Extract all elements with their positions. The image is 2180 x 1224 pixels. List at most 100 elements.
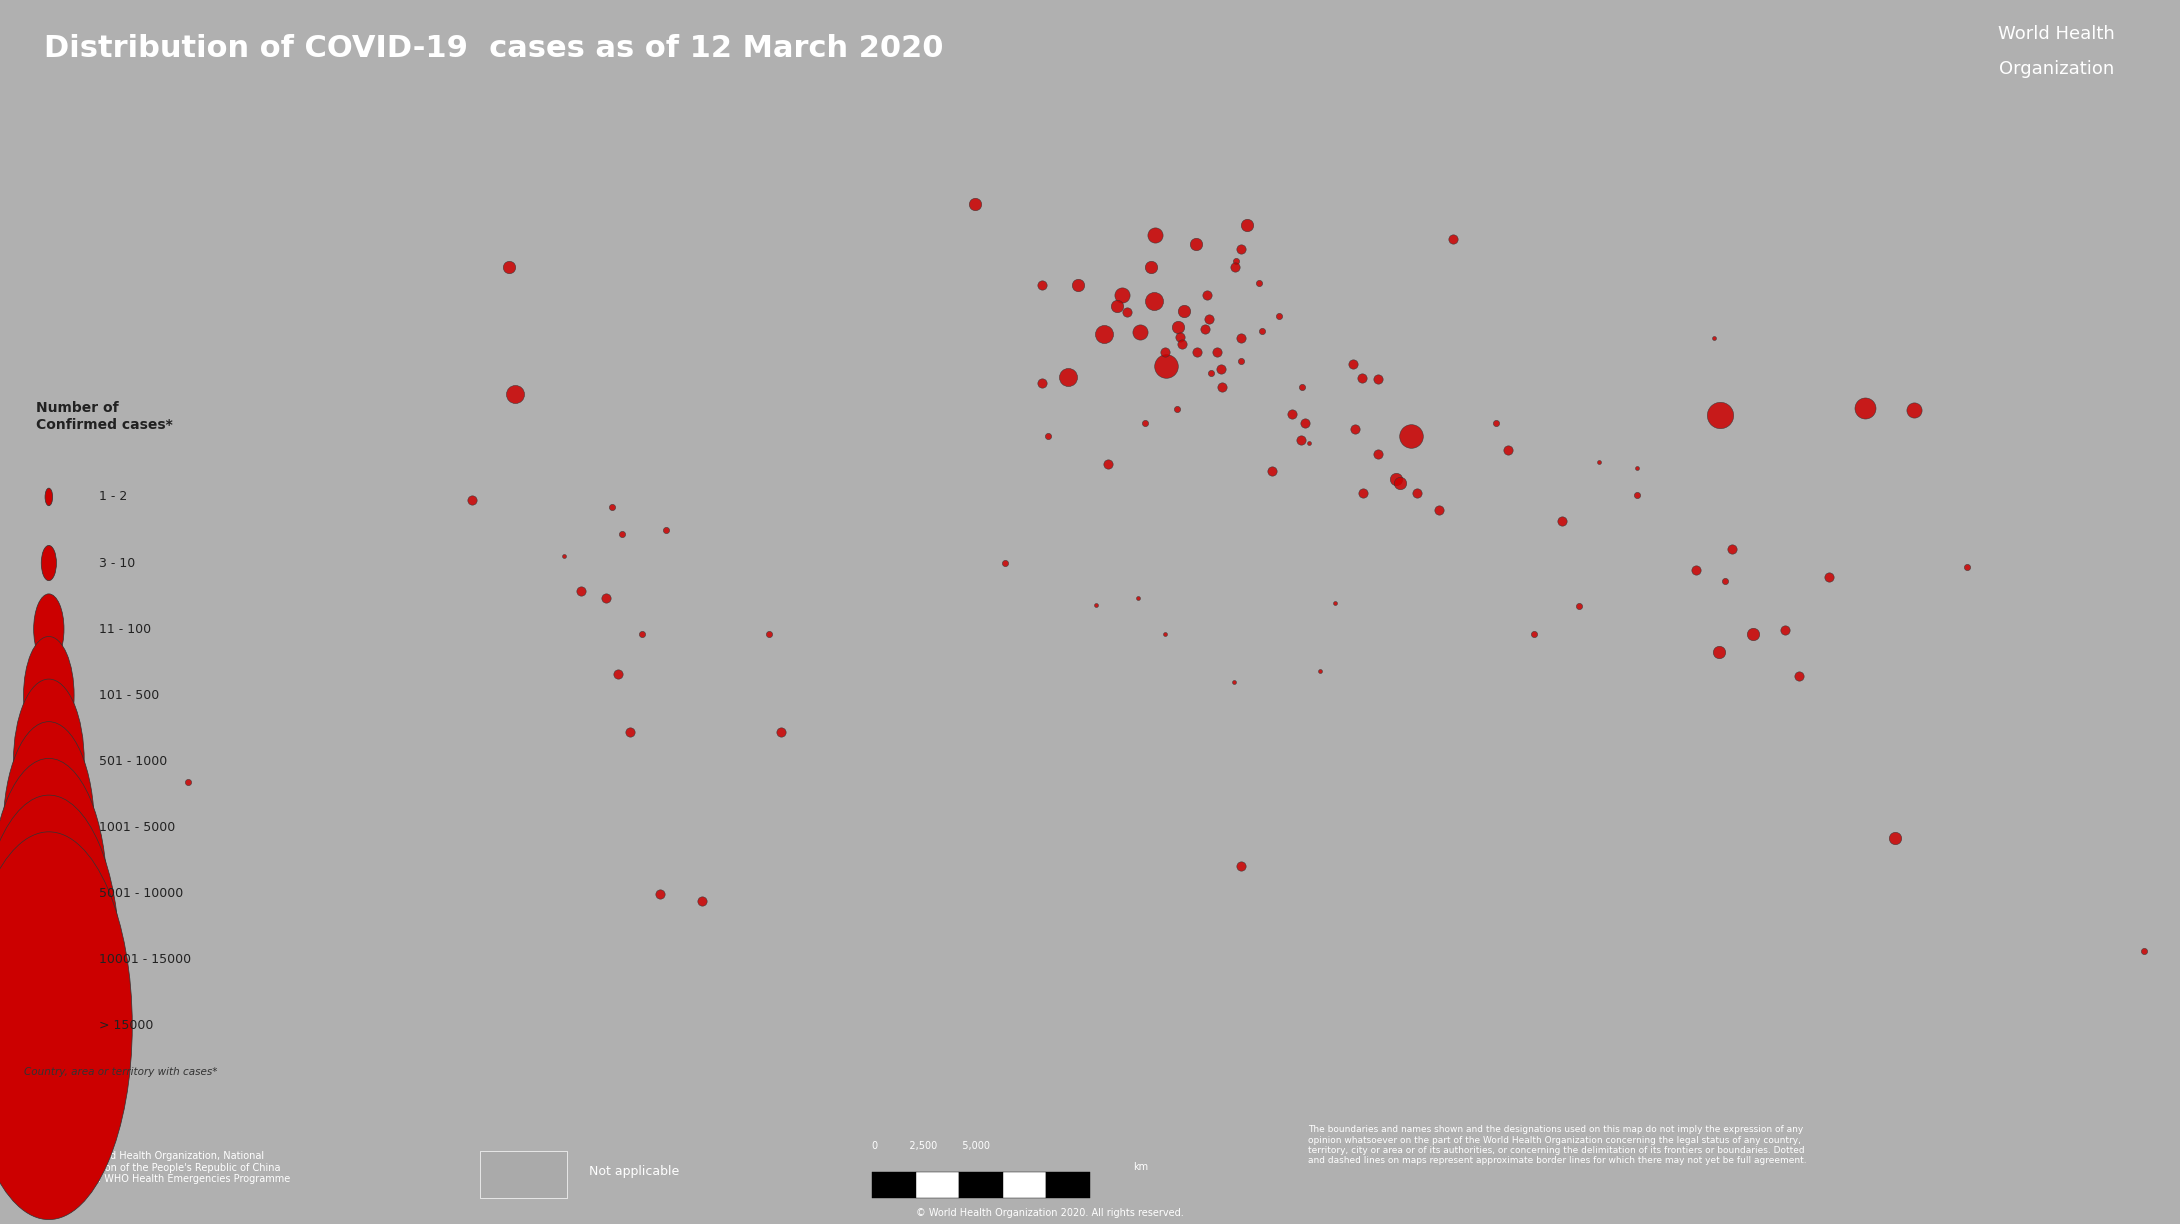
Point [565, 581, 600, 601]
Text: 11 - 100: 11 - 100 [100, 623, 153, 635]
Point [1099, 296, 1134, 316]
Point [1437, 229, 1472, 248]
Point [1051, 367, 1086, 387]
Text: Not applicable: Not applicable [589, 1165, 678, 1179]
Point [1166, 301, 1201, 321]
Point [685, 891, 719, 911]
Bar [1003, 1173, 1046, 1198]
Text: 101 - 500: 101 - 500 [100, 689, 159, 701]
Point [600, 665, 634, 684]
Text: Organization: Organization [1999, 60, 2115, 77]
Text: The boundaries and names shown and the designations used on this map do not impl: The boundaries and names shown and the d… [1308, 1125, 1807, 1165]
Circle shape [0, 759, 107, 1028]
Point [1123, 322, 1158, 341]
Point [1199, 341, 1234, 361]
Point [1134, 257, 1168, 277]
Text: > 15000: > 15000 [100, 1020, 155, 1032]
Point [1735, 624, 1770, 644]
Point [957, 193, 992, 213]
Point [1223, 239, 1258, 258]
Circle shape [0, 832, 133, 1219]
Circle shape [46, 488, 52, 506]
Point [1293, 433, 1328, 453]
Point [752, 624, 787, 644]
Point [1230, 215, 1264, 235]
Point [1245, 321, 1280, 340]
Point [490, 257, 525, 277]
Point [1138, 225, 1173, 245]
Bar [916, 1173, 959, 1198]
Text: 5001 - 10000: 5001 - 10000 [100, 887, 183, 900]
Point [170, 772, 205, 792]
Point [1254, 461, 1288, 481]
Point [2126, 941, 2160, 961]
Point [1345, 368, 1380, 388]
Text: km: km [1134, 1162, 1149, 1171]
Text: Country, area or territory with cases*: Country, area or territory with cases* [24, 1067, 218, 1077]
Point [1620, 458, 1655, 477]
Point [1400, 482, 1434, 502]
Point [1025, 275, 1059, 295]
Point [589, 589, 623, 608]
Point [1160, 399, 1195, 419]
Bar [872, 1173, 916, 1198]
Point [1121, 589, 1155, 608]
Point [1025, 373, 1059, 393]
Point [1301, 661, 1336, 681]
Point [1696, 328, 1731, 348]
Point [613, 722, 647, 742]
Circle shape [0, 796, 120, 1124]
Point [1360, 370, 1395, 389]
Point [1491, 441, 1526, 460]
Point [1360, 444, 1395, 464]
Point [1897, 400, 1931, 420]
Point [1262, 307, 1297, 327]
Point [650, 520, 685, 540]
Point [1195, 364, 1230, 383]
Point [1164, 334, 1199, 354]
Point [1179, 341, 1214, 361]
Circle shape [24, 636, 74, 754]
Point [1284, 377, 1319, 397]
Circle shape [13, 679, 85, 843]
Point [1620, 485, 1655, 504]
Text: Data Source: World Health Organization, National
Health Commission of the People: Data Source: World Health Organization, … [22, 1151, 290, 1185]
Point [1090, 454, 1125, 474]
Point [1088, 324, 1123, 344]
Point [1421, 501, 1456, 520]
Point [1336, 420, 1371, 439]
Point [1216, 672, 1251, 692]
Point [643, 885, 678, 905]
Point [1136, 291, 1171, 311]
Point [595, 497, 630, 517]
Text: World Health: World Health [1997, 26, 2115, 43]
Point [1105, 285, 1140, 305]
Point [1192, 308, 1227, 328]
Point [1849, 398, 1884, 417]
Point [1546, 512, 1580, 531]
Point [1216, 257, 1251, 277]
Text: Number of
Confirmed cases*: Number of Confirmed cases* [37, 401, 172, 432]
Point [1703, 405, 1737, 425]
Point [1147, 624, 1182, 644]
Point [623, 624, 658, 644]
Text: © World Health Organization 2020. All rights reserved.: © World Health Organization 2020. All ri… [916, 1208, 1184, 1218]
Circle shape [41, 546, 57, 580]
Point [1160, 317, 1195, 337]
Point [456, 490, 491, 509]
Point [497, 384, 532, 404]
Point [1147, 343, 1182, 362]
Point [1679, 561, 1713, 580]
Point [1127, 412, 1162, 432]
Point [1317, 594, 1352, 613]
Point [1707, 570, 1742, 590]
Bar [1046, 1173, 1090, 1198]
Circle shape [4, 722, 94, 933]
Point [1188, 319, 1223, 339]
Point [1284, 430, 1319, 449]
Point [1110, 302, 1145, 322]
Point [1223, 328, 1258, 348]
Circle shape [33, 594, 63, 665]
Point [1478, 412, 1513, 432]
Point [1781, 666, 1816, 685]
